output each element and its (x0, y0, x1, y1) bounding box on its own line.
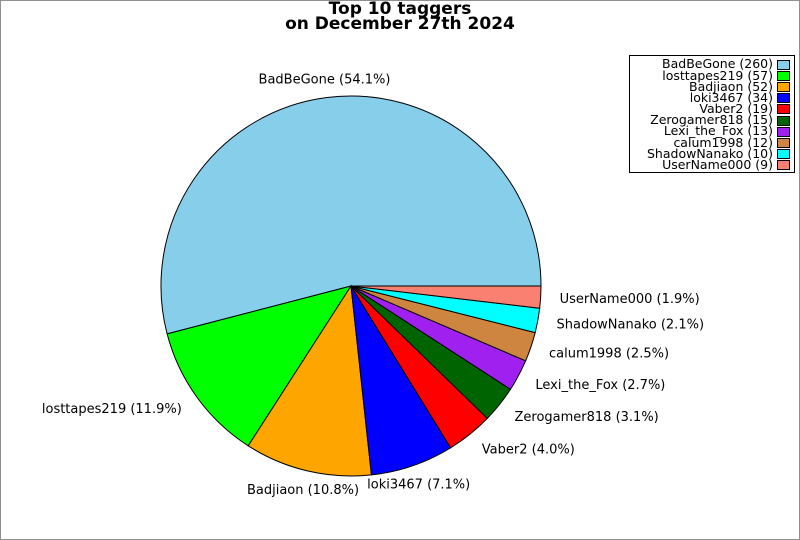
legend-swatch-Zerogamer818 (777, 115, 790, 126)
legend-item-ShadowNanako: ShadowNanako (10) (632, 145, 790, 161)
legend-item-BadBeGone: BadBeGone (260) (632, 56, 790, 72)
pie-slice-label-BadBeGone: BadBeGone (54.1%) (259, 72, 391, 87)
pie-slice-label-Lexi_the_Fox: Lexi_the_Fox (2.7%) (535, 378, 665, 393)
legend-swatch-UserName000 (777, 160, 790, 171)
legend-label-Vaber2: Vaber2 (19) (699, 101, 773, 117)
pie-slice-label-losttapes219: losttapes219 (11.9%) (42, 402, 182, 417)
legend-label-BadBeGone: BadBeGone (260) (662, 56, 773, 72)
legend-swatch-calum1998 (777, 137, 790, 148)
legend-label-UserName000: UserName000 (9) (662, 157, 773, 173)
pie-slice-label-ShadowNanako: ShadowNanako (2.1%) (557, 318, 705, 333)
legend-item-loki3467: loki3467 (34) (632, 89, 790, 105)
legend-swatch-Lexi_the_Fox (777, 126, 790, 137)
legend-swatch-losttapes219 (777, 70, 790, 81)
chart-title-line1: Top 10 taggers (328, 0, 472, 19)
chart-title: Top 10 taggers on December 27th 2024 (1, 0, 799, 34)
pie-slice-Badjiaon (247, 284, 372, 477)
legend-item-UserName000: UserName000 (9) (632, 157, 790, 173)
legend-label-losttapes219: losttapes219 (57) (662, 67, 773, 83)
legend-swatch-loki3467 (777, 93, 790, 104)
pie-slice-label-Badjiaon: Badjiaon (10.8%) (247, 483, 359, 498)
pie-slice-label-Vaber2: Vaber2 (4.0%) (482, 443, 575, 458)
pie-slice-UserName000 (350, 285, 542, 309)
pie-slice-BadBeGone (160, 95, 542, 335)
legend-swatch-Badjiaon (777, 81, 790, 92)
legend-item-Zerogamer818: Zerogamer818 (15) (632, 112, 790, 128)
legend-label-Lexi_the_Fox: Lexi_the_Fox (13) (663, 123, 773, 139)
legend-item-Vaber2: Vaber2 (19) (632, 101, 790, 117)
pie-slice-label-loki3467: loki3467 (7.1%) (367, 477, 470, 492)
legend-item-Badjiaon: Badjiaon (52) (632, 78, 790, 94)
pie-slice-label-calum1998: calum1998 (2.5%) (549, 347, 669, 362)
legend-swatch-Vaber2 (777, 104, 790, 115)
chart-title-line2: on December 27th 2024 (285, 14, 515, 34)
legend-label-loki3467: loki3467 (34) (689, 89, 773, 105)
legend-label-Badjiaon: Badjiaon (52) (689, 78, 773, 94)
legend-item-Lexi_the_Fox: Lexi_the_Fox (13) (632, 123, 790, 139)
legend-label-calum1998: calum1998 (12) (673, 134, 773, 150)
legend-swatch-ShadowNanako (777, 149, 790, 160)
pie-slice-label-UserName000: UserName000 (1.9%) (560, 292, 700, 307)
legend: BadBeGone (260) losttapes219 (57) Badjiaon… (629, 55, 795, 173)
legend-label-Zerogamer818: Zerogamer818 (15) (650, 112, 773, 128)
legend-item-calum1998: calum1998 (12) (632, 134, 790, 150)
pie-slice-losttapes219 (166, 285, 353, 447)
legend-item-losttapes219: losttapes219 (57) (632, 67, 790, 83)
legend-swatch-BadBeGone (777, 59, 790, 70)
legend-label-ShadowNanako: ShadowNanako (10) (647, 145, 773, 161)
pie-slice-label-Zerogamer818: Zerogamer818 (3.1%) (515, 410, 659, 425)
